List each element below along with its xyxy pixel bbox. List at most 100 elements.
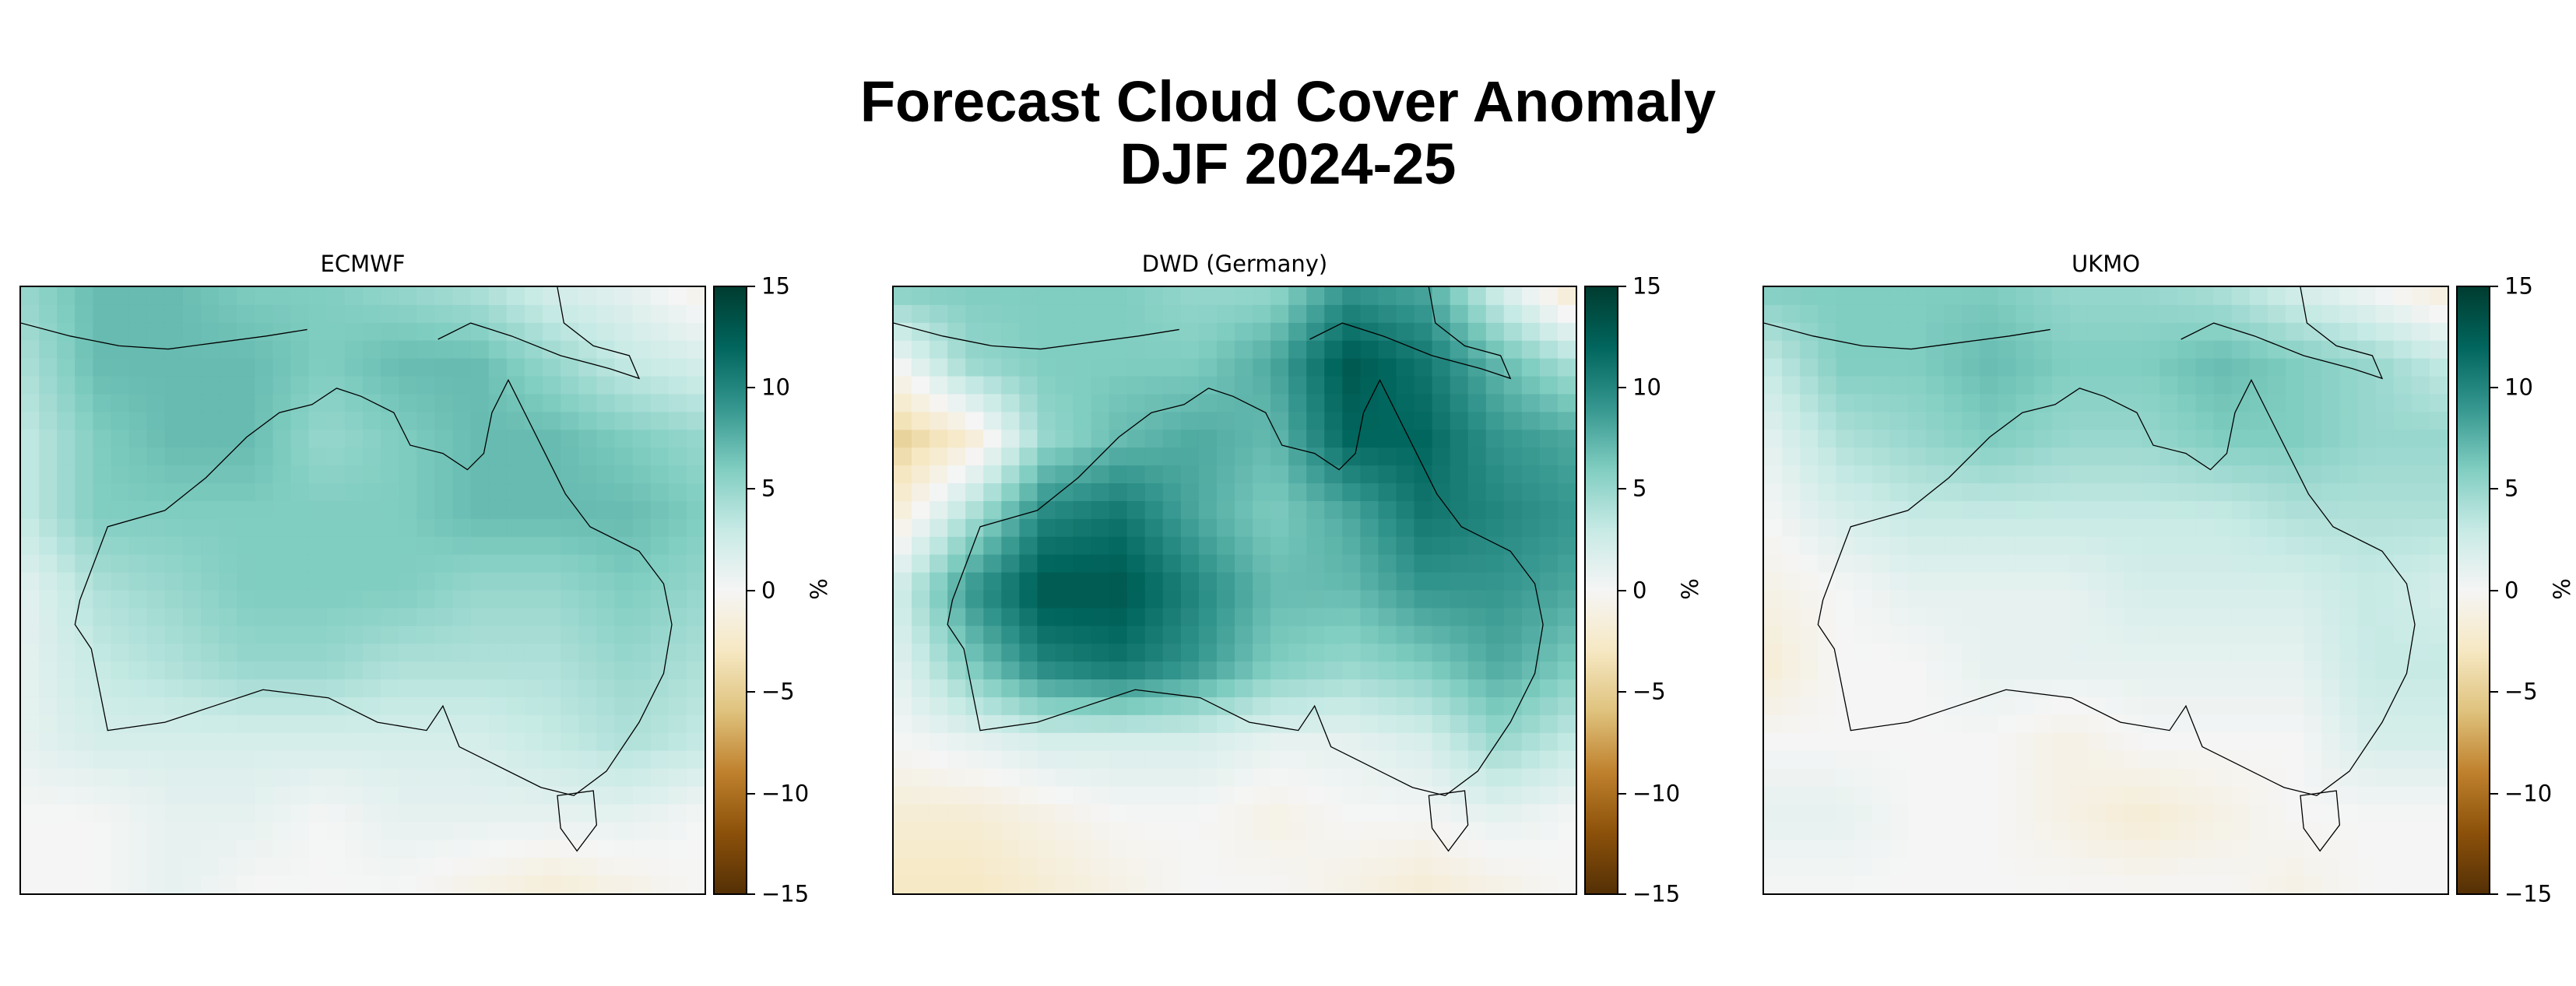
grid-cell	[947, 786, 966, 805]
grid-cell	[146, 840, 166, 858]
grid-cell	[1144, 376, 1164, 395]
grid-cell	[2393, 340, 2413, 360]
grid-cell	[201, 572, 220, 591]
grid-cell	[506, 483, 525, 502]
grid-cell	[1998, 626, 2017, 644]
grid-cell	[2357, 858, 2377, 876]
grid-cell	[1432, 768, 1451, 788]
grid-cell	[2106, 661, 2124, 680]
grid-cell	[614, 394, 634, 413]
grid-cell	[452, 412, 472, 430]
grid-cell	[1764, 858, 1783, 876]
grid-cell	[650, 430, 669, 448]
grid-cell	[1055, 572, 1074, 591]
grid-cell	[1485, 304, 1505, 324]
grid-cell	[2124, 412, 2142, 430]
grid-cell	[2124, 554, 2142, 574]
grid-cell	[965, 626, 984, 644]
grid-cell	[561, 358, 579, 377]
grid-cell	[308, 430, 328, 448]
grid-cell	[524, 786, 543, 805]
colorbar-tick-label: −15	[2504, 880, 2553, 907]
grid-cell	[452, 500, 472, 520]
grid-cell	[965, 447, 984, 466]
grid-cell	[1450, 644, 1469, 662]
grid-cell	[434, 358, 454, 377]
grid-cell	[399, 768, 417, 788]
grid-cell	[1485, 661, 1505, 680]
grid-cell	[399, 875, 417, 893]
grid-cell	[1019, 608, 1038, 626]
grid-cell	[2267, 430, 2286, 448]
grid-cell	[1871, 679, 1891, 698]
grid-cell	[21, 644, 40, 662]
grid-cell	[1055, 875, 1074, 893]
grid-cell	[912, 679, 930, 698]
grid-cell	[1521, 644, 1541, 662]
grid-cell	[2033, 679, 2053, 698]
grid-cell	[1944, 376, 1963, 395]
grid-cell	[1216, 572, 1235, 591]
grid-cell	[1216, 714, 1235, 734]
grid-cell	[930, 608, 948, 626]
grid-cell	[2160, 447, 2179, 466]
grid-cell	[2124, 447, 2142, 466]
grid-cell	[1253, 447, 1271, 466]
grid-cell	[1091, 626, 1110, 644]
grid-cell	[381, 626, 399, 644]
coastline-new-guinea	[1309, 287, 1510, 378]
panel-title: DWD (Germany)	[1141, 251, 1328, 277]
grid-cell	[2357, 840, 2377, 858]
grid-cell	[1467, 500, 1487, 520]
grid-cell	[344, 430, 364, 448]
grid-cell	[1019, 287, 1038, 306]
grid-cell	[2249, 590, 2268, 609]
grid-cell	[2429, 483, 2448, 502]
grid-cell	[2339, 804, 2359, 823]
grid-cell	[1091, 661, 1110, 680]
grid-cell	[1162, 661, 1182, 680]
grid-cell	[947, 714, 966, 734]
grid-cell	[1962, 412, 1980, 430]
grid-cell	[1037, 840, 1056, 858]
grid-cell	[1836, 447, 1855, 466]
grid-cell	[1342, 536, 1361, 556]
grid-cell	[2321, 322, 2340, 342]
grid-cell	[1288, 858, 1307, 876]
grid-cell	[470, 804, 490, 823]
grid-cell	[1396, 412, 1415, 430]
grid-cell	[219, 697, 237, 716]
grid-cell	[1871, 518, 1891, 538]
grid-cell	[1019, 626, 1038, 644]
grid-cell	[1503, 822, 1523, 840]
grid-cell	[2429, 554, 2448, 574]
grid-cell	[255, 447, 274, 466]
grid-cell	[1073, 608, 1092, 626]
grid-cell	[1836, 394, 1855, 413]
grid-cell	[1324, 697, 1343, 716]
grid-cell	[596, 822, 616, 840]
grid-cell	[2051, 786, 2071, 805]
grid-cell	[2339, 500, 2359, 520]
grid-cell	[1485, 500, 1505, 520]
grid-cell	[894, 661, 912, 680]
grid-cell	[1467, 536, 1487, 556]
grid-cell	[2339, 394, 2359, 413]
grid-cell	[965, 376, 984, 395]
grid-cell	[650, 394, 669, 413]
grid-cell	[272, 412, 292, 430]
grid-cell	[1925, 750, 1945, 770]
grid-cell	[1432, 447, 1451, 466]
grid-cell	[1109, 875, 1128, 893]
grid-cell	[452, 536, 472, 556]
grid-cell	[1037, 679, 1056, 698]
grid-cell	[2069, 626, 2089, 644]
grid-cell	[1144, 822, 1164, 840]
grid-cell	[1396, 786, 1415, 805]
grid-cell	[1180, 786, 1200, 805]
grid-cell	[452, 732, 472, 752]
grid-cell	[1450, 750, 1469, 770]
grid-cell	[506, 840, 525, 858]
grid-cell	[363, 536, 381, 556]
grid-cell	[146, 358, 166, 377]
